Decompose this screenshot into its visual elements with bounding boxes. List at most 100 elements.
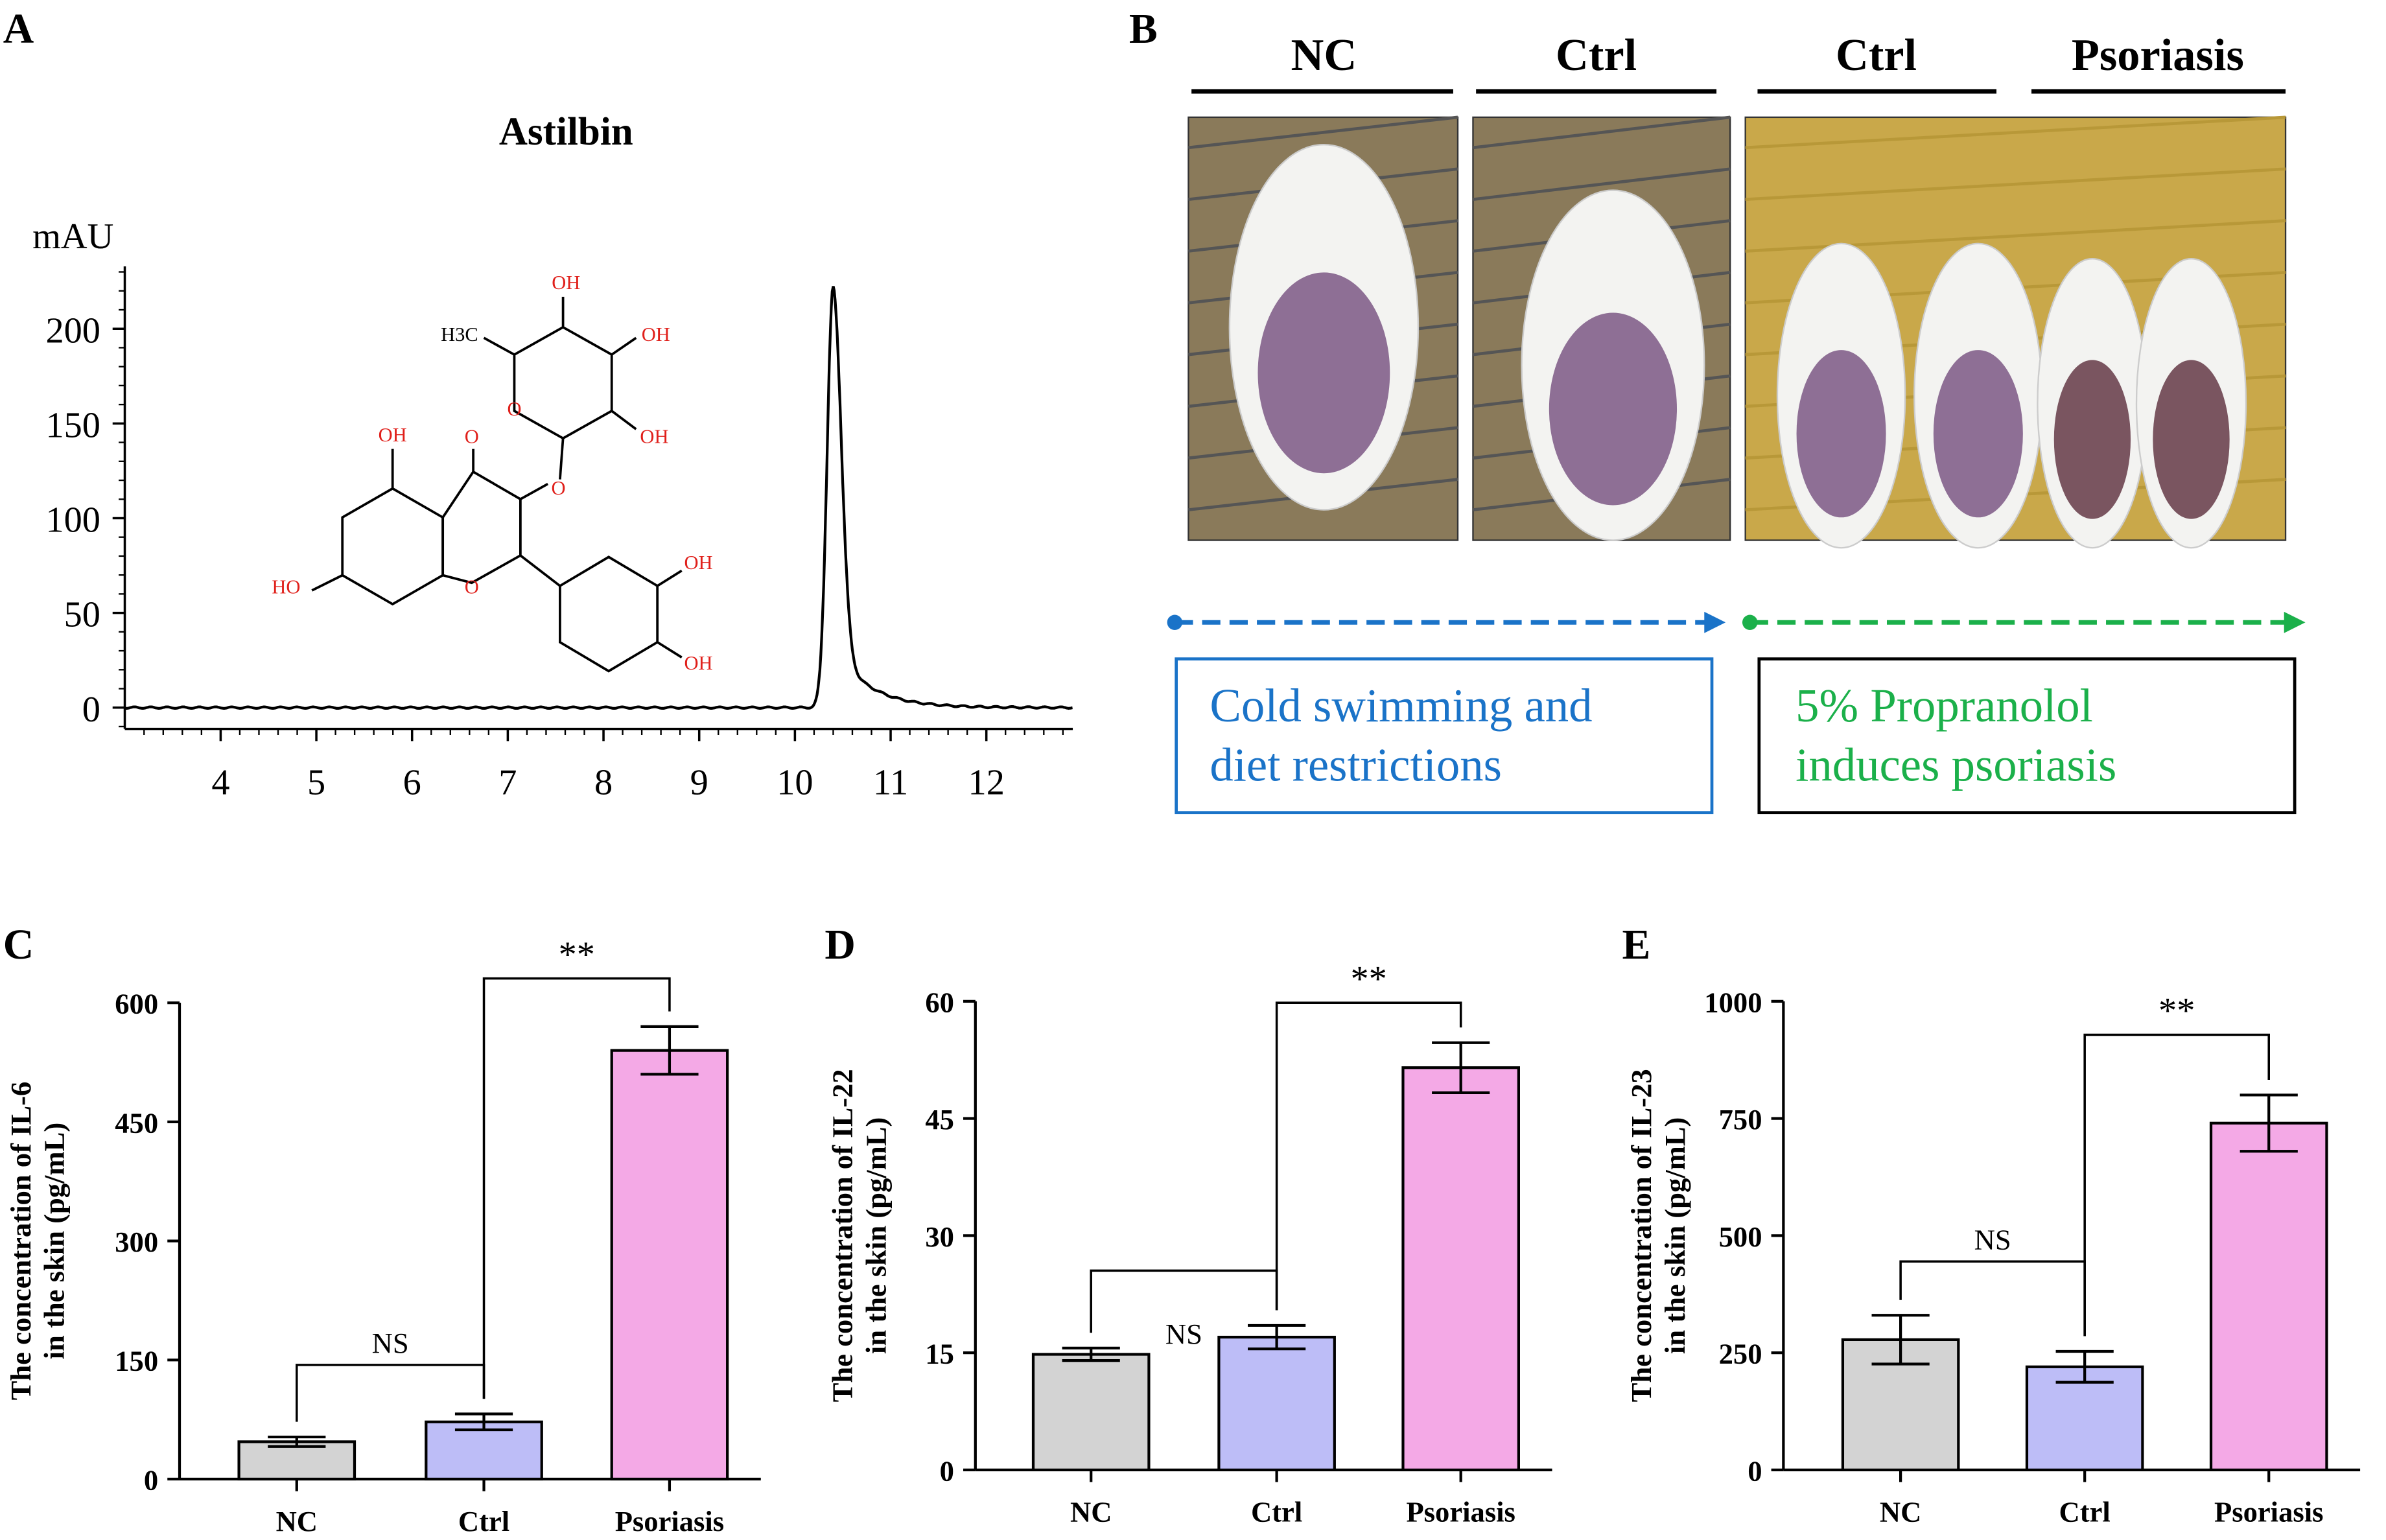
structure-atom-label: OH xyxy=(552,272,580,294)
x-tick-label: Ctrl xyxy=(2059,1496,2111,1528)
x-tick-label: NC xyxy=(1880,1496,1921,1528)
shaved-skin-area xyxy=(1933,350,2023,518)
panel-label-a: A xyxy=(3,5,34,52)
box-text: diet restrictions xyxy=(1210,738,1502,791)
bar-chart-il-22: 0 15 30 45 60 The concentration of IL-22 in th… xyxy=(826,959,1552,1528)
x-tick-label: 10 xyxy=(777,763,813,803)
cold-swimming-box xyxy=(1175,657,1714,815)
significance-bracket xyxy=(2083,1033,2270,1336)
y-tick-label: 0 xyxy=(82,690,100,730)
arrow-head xyxy=(2284,611,2306,633)
structure-atom-label: OH xyxy=(684,652,713,674)
y-tick-label: 30 xyxy=(925,1220,954,1253)
y-axis-label: The concentration of IL-6 xyxy=(5,1082,37,1401)
x-tick-label: 4 xyxy=(211,763,229,803)
y-tick-label: 1000 xyxy=(1704,986,1762,1018)
mouse-photo-nc xyxy=(1187,115,1459,541)
structure-atom-label: OH xyxy=(684,552,713,574)
y-tick-label: 45 xyxy=(925,1103,954,1136)
structure-atom-label: O xyxy=(465,576,479,598)
mouse-photo-ctrl-vs-psoriasis xyxy=(1744,115,2287,549)
structure-atom-label: OH xyxy=(640,425,668,447)
structure-atom-label: O xyxy=(507,398,521,420)
significance-label: ** xyxy=(559,935,595,975)
x-tick-label: Ctrl xyxy=(1251,1496,1302,1528)
bar-psoriasis xyxy=(610,1049,729,1481)
y-axis-label: in the skin (pg/mL) xyxy=(860,1117,892,1355)
structure-atom-label: H3C xyxy=(441,323,478,345)
significance-label: NS xyxy=(372,1327,409,1359)
y-axis-label: mAU xyxy=(32,216,113,257)
y-tick-label: 15 xyxy=(925,1338,954,1370)
x-tick-label: 7 xyxy=(498,763,517,803)
y-axis-label: in the skin (pg/mL) xyxy=(1659,1117,1691,1355)
box-text: 5% Propranolol xyxy=(1795,679,2093,732)
x-tick-label: 8 xyxy=(594,763,613,803)
x-tick-label: Psoriasis xyxy=(615,1505,724,1537)
x-tick-label: NC xyxy=(1070,1496,1112,1528)
y-axis-label: The concentration of IL-22 xyxy=(826,1069,859,1402)
y-tick-label: 60 xyxy=(925,986,954,1018)
bar-nc xyxy=(237,1440,357,1481)
structure-atom-label: OH xyxy=(642,323,670,345)
y-axis-label: in the skin (pg/mL) xyxy=(38,1123,71,1360)
x-tick-label: Psoriasis xyxy=(2214,1496,2323,1528)
y-tick-label: 100 xyxy=(45,500,100,541)
shaved-skin-area xyxy=(1549,312,1678,506)
y-axis-label: The concentration of IL-23 xyxy=(1625,1069,1657,1402)
y-tick-label: 200 xyxy=(45,310,100,351)
bar-psoriasis xyxy=(1401,1066,1520,1471)
panel-label-b: B xyxy=(1129,5,1158,52)
panel-label-d: D xyxy=(825,921,855,968)
group-header: Ctrl xyxy=(1836,30,1917,80)
chromatogram-trace xyxy=(124,286,1073,710)
significance-label: ** xyxy=(1350,959,1386,999)
shaved-skin-area xyxy=(1257,272,1390,474)
x-tick-label: Ctrl xyxy=(458,1505,509,1537)
bar-ctrl xyxy=(2025,1365,2144,1471)
chromatogram-title: Astilbin xyxy=(499,110,633,154)
structure-atom-label: HO xyxy=(272,576,300,598)
significance-bracket xyxy=(1899,1260,2086,1336)
cage-bar xyxy=(1473,167,1731,201)
shaved-skin-area xyxy=(2053,360,2131,519)
y-tick-label: 450 xyxy=(115,1106,158,1139)
y-tick-label: 0 xyxy=(1748,1454,1762,1487)
cage-bar xyxy=(1188,115,1458,150)
y-tick-label: 50 xyxy=(64,595,100,635)
shaved-skin-area xyxy=(2153,360,2230,519)
structure-atom-label: O xyxy=(465,425,479,447)
arrow-head xyxy=(1704,611,1726,633)
cage-bar xyxy=(1473,115,1731,150)
cage-bar xyxy=(1745,115,2286,150)
x-tick-label: Psoriasis xyxy=(1406,1496,1515,1528)
y-tick-label: 300 xyxy=(115,1226,158,1258)
cage-bar xyxy=(1745,167,2286,202)
structure-atom-label: O xyxy=(552,477,566,499)
shaved-skin-area xyxy=(1796,350,1886,518)
box-text: Cold swimming and xyxy=(1210,679,1592,732)
panel-label-e: E xyxy=(1622,921,1651,968)
bar-ctrl xyxy=(1217,1335,1336,1471)
y-tick-label: 150 xyxy=(45,405,100,445)
mouse-photo-ctrl xyxy=(1472,115,1731,541)
bar-chart-il-6: 0 150 300 450 600 The concentration of IL-6 in… xyxy=(5,935,761,1537)
y-tick-label: 150 xyxy=(115,1345,158,1377)
group-header: Psoriasis xyxy=(2072,30,2244,80)
x-tick-label: NC xyxy=(276,1505,318,1537)
x-tick-label: 12 xyxy=(968,763,1005,803)
y-tick-label: 500 xyxy=(1719,1220,1762,1253)
panel-label-c: C xyxy=(3,921,34,968)
x-tick-label: 9 xyxy=(690,763,708,803)
structure-atom-label: OH xyxy=(379,424,407,446)
significance-label: ** xyxy=(2158,991,2195,1031)
significance-bracket xyxy=(1275,1001,1462,1311)
bar-psoriasis xyxy=(2209,1121,2328,1471)
x-tick-label: 11 xyxy=(873,763,908,803)
y-tick-label: 600 xyxy=(115,988,158,1020)
mouse-model-panel: NC Ctrl Ctrl Psoriasis Cold swimming and diet… xyxy=(1167,30,2306,815)
group-header: Ctrl xyxy=(1556,30,1637,80)
